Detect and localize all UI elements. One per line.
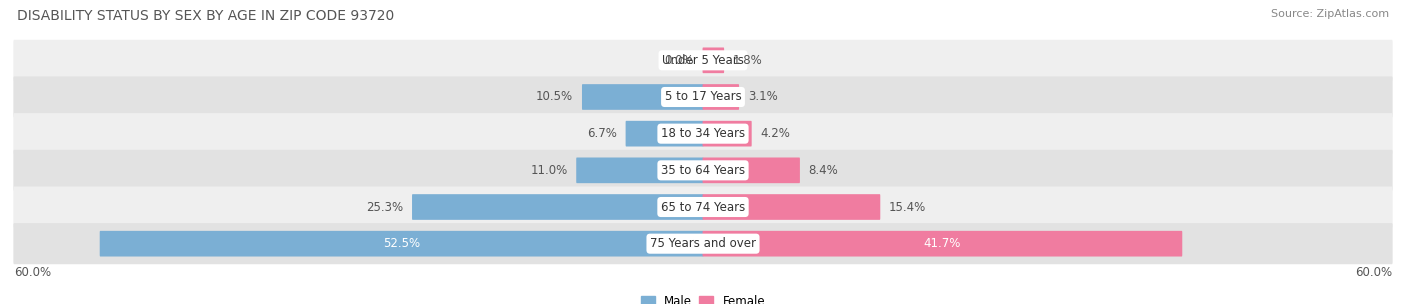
Text: Source: ZipAtlas.com: Source: ZipAtlas.com (1271, 9, 1389, 19)
Text: 3.1%: 3.1% (748, 91, 778, 103)
FancyBboxPatch shape (626, 121, 703, 147)
Text: 1.8%: 1.8% (733, 54, 762, 67)
Text: DISABILITY STATUS BY SEX BY AGE IN ZIP CODE 93720: DISABILITY STATUS BY SEX BY AGE IN ZIP C… (17, 9, 394, 23)
Legend: Male, Female: Male, Female (636, 290, 770, 304)
FancyBboxPatch shape (14, 186, 1392, 228)
Text: 0.0%: 0.0% (664, 54, 693, 67)
FancyBboxPatch shape (576, 157, 703, 183)
Text: 35 to 64 Years: 35 to 64 Years (661, 164, 745, 177)
Text: 41.7%: 41.7% (924, 237, 962, 250)
FancyBboxPatch shape (582, 84, 703, 110)
Text: 75 Years and over: 75 Years and over (650, 237, 756, 250)
FancyBboxPatch shape (14, 223, 1392, 264)
Text: 4.2%: 4.2% (761, 127, 790, 140)
FancyBboxPatch shape (100, 231, 703, 257)
FancyBboxPatch shape (14, 150, 1392, 191)
Text: 8.4%: 8.4% (808, 164, 838, 177)
FancyBboxPatch shape (703, 157, 800, 183)
Text: 52.5%: 52.5% (382, 237, 420, 250)
FancyBboxPatch shape (703, 231, 1182, 257)
Text: 6.7%: 6.7% (588, 127, 617, 140)
Text: 5 to 17 Years: 5 to 17 Years (665, 91, 741, 103)
Text: 11.0%: 11.0% (530, 164, 568, 177)
Text: Under 5 Years: Under 5 Years (662, 54, 744, 67)
Text: 60.0%: 60.0% (14, 266, 51, 279)
Text: 25.3%: 25.3% (366, 201, 404, 213)
FancyBboxPatch shape (703, 47, 724, 73)
FancyBboxPatch shape (412, 194, 703, 220)
Text: 18 to 34 Years: 18 to 34 Years (661, 127, 745, 140)
FancyBboxPatch shape (14, 113, 1392, 154)
FancyBboxPatch shape (14, 76, 1392, 118)
FancyBboxPatch shape (14, 40, 1392, 81)
FancyBboxPatch shape (703, 194, 880, 220)
FancyBboxPatch shape (703, 84, 740, 110)
Text: 60.0%: 60.0% (1355, 266, 1392, 279)
Text: 10.5%: 10.5% (536, 91, 574, 103)
FancyBboxPatch shape (703, 121, 752, 147)
Text: 15.4%: 15.4% (889, 201, 927, 213)
Text: 65 to 74 Years: 65 to 74 Years (661, 201, 745, 213)
